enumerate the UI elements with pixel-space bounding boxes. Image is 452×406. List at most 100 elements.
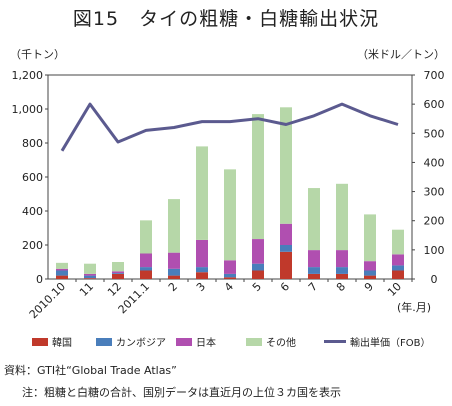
bar-segment bbox=[84, 278, 96, 279]
bar-segment bbox=[112, 271, 124, 274]
bar-segment bbox=[308, 273, 320, 279]
bar-segment bbox=[392, 265, 404, 271]
left-axis-unit: （千トン） bbox=[10, 48, 65, 61]
unit-price-line bbox=[60, 102, 399, 152]
bar-segment bbox=[140, 267, 152, 271]
bar-segment bbox=[140, 270, 152, 279]
bar-segment bbox=[308, 267, 320, 274]
bar-segment bbox=[364, 270, 376, 276]
bar-segment bbox=[84, 273, 96, 276]
y-tick-label: 600 bbox=[22, 171, 43, 184]
source-text: 資料：GTI社“Global Trade Atlas” bbox=[4, 364, 177, 377]
y2-tick-label: 600 bbox=[424, 98, 445, 111]
bar-segment bbox=[252, 270, 264, 279]
bar-segment bbox=[252, 263, 264, 271]
y2-tick-label: 200 bbox=[424, 215, 445, 228]
y2-tick-label: 100 bbox=[424, 244, 445, 257]
bar-segment bbox=[196, 267, 208, 273]
bar-segment bbox=[336, 183, 348, 251]
legend-label-japan: 日本 bbox=[196, 338, 216, 349]
x-axis-unit: (年.月) bbox=[397, 300, 431, 314]
chart-title: 図15 タイの粗糖・白糖輸出状況 bbox=[72, 8, 380, 30]
x-tick-label: 3 bbox=[194, 280, 208, 294]
bar-segment bbox=[196, 272, 208, 279]
bar-segment bbox=[140, 220, 152, 254]
x-tick-label: 7 bbox=[306, 280, 320, 294]
note-text: 注：粗糖と白糖の合計、国別データは直近月の上位３カ国を表示 bbox=[22, 386, 341, 399]
y-tick-label: 0 bbox=[36, 273, 43, 286]
x-tick-label: 2011.1 bbox=[116, 280, 152, 316]
bar-segment bbox=[112, 262, 124, 272]
y-tick-label: 200 bbox=[22, 239, 43, 252]
bar-segment bbox=[364, 214, 376, 262]
bar-segment bbox=[224, 260, 236, 274]
y-tick-label: 400 bbox=[22, 205, 43, 218]
bar-segment bbox=[280, 107, 292, 224]
bar-segment bbox=[84, 263, 96, 274]
bar-segment bbox=[168, 199, 180, 253]
legend-label-other: その他 bbox=[266, 338, 296, 349]
bar-segment bbox=[364, 261, 376, 271]
bar-segment bbox=[392, 229, 404, 255]
y2-tick-label: 500 bbox=[424, 127, 445, 140]
bar-segment bbox=[196, 239, 208, 268]
bar-segment bbox=[392, 270, 404, 279]
bar-segment bbox=[56, 275, 68, 279]
bar-segment bbox=[392, 254, 404, 266]
x-tick-label: 10 bbox=[385, 280, 404, 299]
y2-tick-label: 700 bbox=[424, 69, 445, 82]
bar-segment bbox=[224, 277, 236, 279]
x-tick-label: 12 bbox=[105, 280, 124, 299]
bar-segment bbox=[280, 251, 292, 279]
x-tick-label: 4 bbox=[222, 280, 236, 294]
y-tick-label: 1,000 bbox=[12, 103, 44, 116]
legend-label-unit-price: 輸出単価（FOB） bbox=[350, 338, 431, 349]
y-tick-label: 1,200 bbox=[12, 69, 44, 82]
bar-segment bbox=[308, 188, 320, 251]
x-tick-label: 6 bbox=[278, 280, 292, 294]
y2-tick-label: 0 bbox=[431, 273, 438, 286]
legend-item-korea: 韓国 bbox=[32, 334, 72, 349]
bar-segment bbox=[252, 114, 264, 240]
bar-segment bbox=[336, 267, 348, 274]
bar-segment bbox=[112, 273, 124, 279]
legend-item-cambodia: カンボジア bbox=[96, 334, 166, 349]
bar-segment bbox=[280, 223, 292, 245]
legend-label-cambodia: カンボジア bbox=[116, 338, 166, 349]
legend-item-unit-price: 輸出単価（FOB） bbox=[324, 334, 430, 349]
bar-segment bbox=[56, 262, 68, 269]
bar-segment bbox=[140, 253, 152, 268]
bar-segment bbox=[224, 273, 236, 278]
x-tick-label: 11 bbox=[77, 280, 96, 299]
bar-segment bbox=[112, 273, 124, 274]
bar-segment bbox=[336, 273, 348, 279]
legend-swatch-unit-price bbox=[324, 340, 346, 343]
x-tick-label: 9 bbox=[362, 280, 376, 294]
legend-swatch-cambodia bbox=[96, 337, 112, 346]
bar-segment bbox=[364, 275, 376, 279]
bar-segment bbox=[168, 268, 180, 276]
bar-segment bbox=[56, 268, 68, 271]
bar-segment bbox=[280, 245, 292, 252]
bar-segment bbox=[84, 275, 96, 279]
bar-segment bbox=[224, 169, 236, 261]
bar-segment bbox=[336, 250, 348, 268]
y-tick-label: 800 bbox=[22, 137, 43, 150]
x-tick-label: 2 bbox=[166, 280, 180, 294]
bar-segment bbox=[196, 146, 208, 240]
y2-tick-label: 400 bbox=[424, 156, 445, 169]
x-tick-label: 8 bbox=[334, 280, 348, 294]
x-tick-label: 5 bbox=[250, 280, 264, 294]
bar-segment bbox=[56, 270, 68, 276]
legend-swatch-korea bbox=[32, 337, 48, 346]
right-axis-unit: （米ドル／トン） bbox=[357, 48, 445, 61]
legend-swatch-other bbox=[246, 337, 262, 346]
x-tick-label: 2010.10 bbox=[27, 280, 68, 321]
bar-segment bbox=[168, 252, 180, 269]
legend-item-japan: 日本 bbox=[176, 334, 216, 349]
bar-segment bbox=[308, 250, 320, 268]
legend: 韓国 カンボジア 日本 その他 輸出単価（FOB） bbox=[0, 334, 452, 350]
chart-plot: 0 200 400 600 800 1,000 1,200 0 100 200 300 400 500 6… bbox=[12, 69, 445, 321]
legend-item-other: その他 bbox=[246, 334, 296, 349]
legend-swatch-japan bbox=[176, 337, 192, 346]
